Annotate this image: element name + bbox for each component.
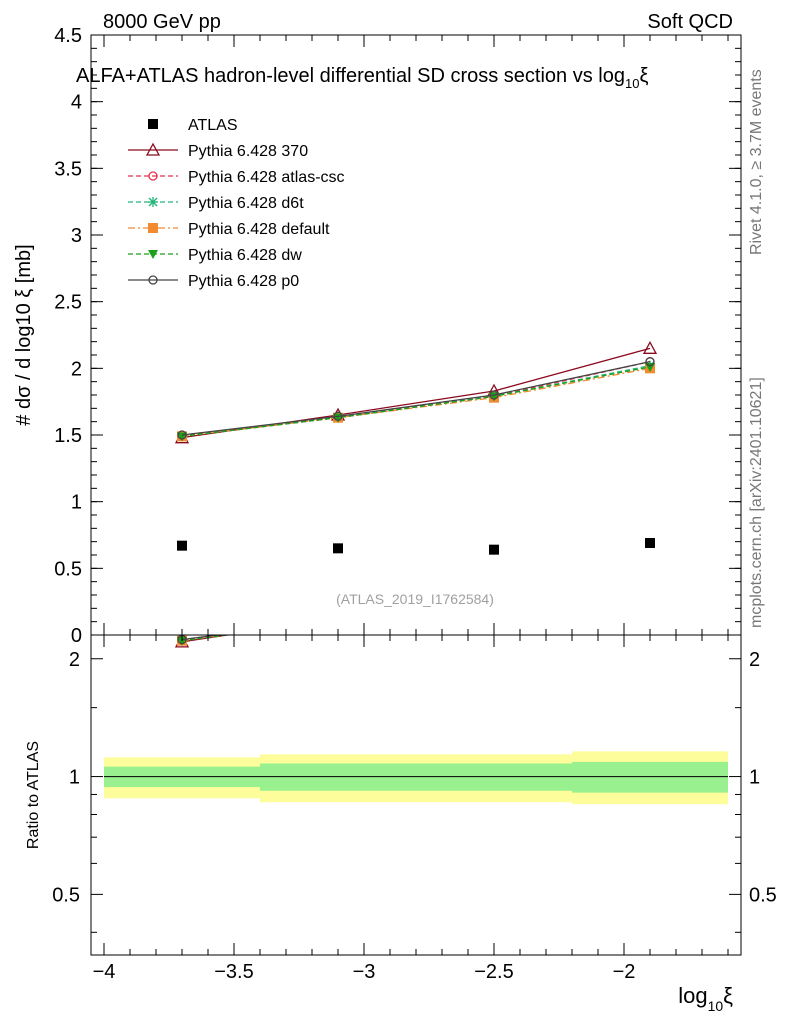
ratio-point (334, 616, 342, 624)
ratio-tick-label-right: 0.5 (749, 884, 777, 906)
ratio-point (333, 615, 343, 625)
legend-marker (148, 119, 158, 129)
plot-title-sub: 10 (625, 76, 639, 91)
side-mcplots-label: mcplots.cern.ch [arXiv:2401.10621] (748, 377, 765, 628)
data-point (489, 390, 499, 400)
ratio-point (333, 615, 343, 625)
data-point (177, 540, 187, 551)
y-tick-label: 1 (71, 492, 82, 514)
ratio-point (644, 577, 656, 588)
ratio-tick-label-right: 1 (749, 767, 760, 789)
data-point (333, 411, 343, 421)
side-rivet-label: Rivet 4.1.0, ≥ 3.7M events (748, 69, 765, 255)
series-line (181, 361, 651, 436)
legend: ATLAS Pythia 6.428 370 Pythia 6.428 atlas-… (128, 117, 345, 290)
x-axis-label: log10ξ (678, 983, 733, 1014)
data-point (642, 340, 658, 354)
main-series-layer (174, 340, 658, 555)
ratio-band-inner (572, 761, 728, 793)
legend-label: Pythia 6.428 p0 (188, 273, 299, 290)
y-tick-label: 2 (71, 358, 82, 380)
series-line (181, 347, 651, 439)
ratio-point (646, 587, 654, 595)
data-point (333, 543, 343, 554)
legend-label: Pythia 6.428 default (188, 221, 330, 238)
ratio-point (646, 587, 654, 595)
analysis-watermark: (ATLAS_2019_I1762584) (336, 591, 494, 607)
ratio-bands (104, 751, 728, 805)
header-left: 8000 GeV pp (103, 11, 221, 33)
y-tick-label: 4 (71, 92, 82, 114)
legend-marker (148, 250, 158, 259)
ratio-tick-label-right: 2 (749, 649, 760, 671)
series-line (181, 361, 651, 436)
y-axis-label-main: # dσ / d log10 ξ [mb] (13, 244, 35, 425)
ratio-band-inner (260, 763, 416, 791)
ratio-point (645, 591, 655, 601)
x-axis-label-end: ξ (723, 983, 733, 1008)
plot-title: ALFA+ATLAS hadron-level differential SD … (76, 65, 648, 91)
legend-marker (148, 197, 158, 207)
ratio-point (332, 612, 344, 623)
ratio-tick-label-left: 1 (69, 767, 80, 789)
ratio-point (645, 591, 655, 600)
y-tick-label: 4.5 (54, 25, 82, 47)
ratio-point (645, 589, 655, 599)
axis-ticks: −4 −3.5 −3 −2.5 −2 0 0.5 1 1.5 2 2.5 3 3.5 4 4.5 0.5 0.5… (52, 25, 777, 983)
x-axis-label-main: log (678, 983, 707, 1008)
header-right: Soft QCD (647, 11, 733, 33)
legend-marker (148, 171, 158, 181)
x-tick-label: −2 (613, 961, 636, 983)
x-tick-label: −2.5 (474, 961, 513, 983)
legend-label: ATLAS (188, 117, 238, 134)
y-tick-label: 0.5 (54, 558, 82, 580)
data-point (177, 430, 187, 440)
ratio-point (333, 616, 343, 625)
legend-marker (145, 142, 161, 156)
ratio-band-inner (416, 763, 572, 791)
x-tick-label: −3 (353, 961, 376, 983)
x-axis-label-sub: 10 (708, 998, 724, 1014)
ratio-tick-label-left: 2 (69, 649, 80, 671)
y-tick-label: 2.5 (54, 292, 82, 314)
y-tick-label: 1.5 (54, 425, 82, 447)
data-point (645, 357, 655, 367)
legend-label: Pythia 6.428 d6t (188, 195, 304, 212)
ratio-tick-label-left: 0.5 (52, 884, 80, 906)
data-point (489, 544, 499, 555)
legend-marker (148, 275, 158, 285)
x-tick-label: −3.5 (214, 961, 253, 983)
x-tick-label: −4 (93, 961, 116, 983)
series-line (181, 367, 651, 437)
legend-marker (148, 223, 158, 233)
legend-label: Pythia 6.428 atlas-csc (188, 169, 345, 186)
ratio-point (334, 615, 342, 623)
legend-label: Pythia 6.428 dw (188, 247, 302, 264)
y-axis-label-ratio: Ratio to ATLAS (25, 741, 42, 849)
series-line (181, 366, 651, 437)
legend-label: Pythia 6.428 370 (188, 143, 308, 160)
data-point (645, 538, 655, 548)
y-tick-label: 3 (71, 225, 82, 247)
y-tick-label: 3.5 (54, 158, 82, 180)
plot-title-main: ALFA+ATLAS hadron-level differential SD … (76, 65, 625, 87)
plot-title-end: ξ (639, 65, 648, 87)
y-tick-label: 0 (71, 625, 82, 647)
